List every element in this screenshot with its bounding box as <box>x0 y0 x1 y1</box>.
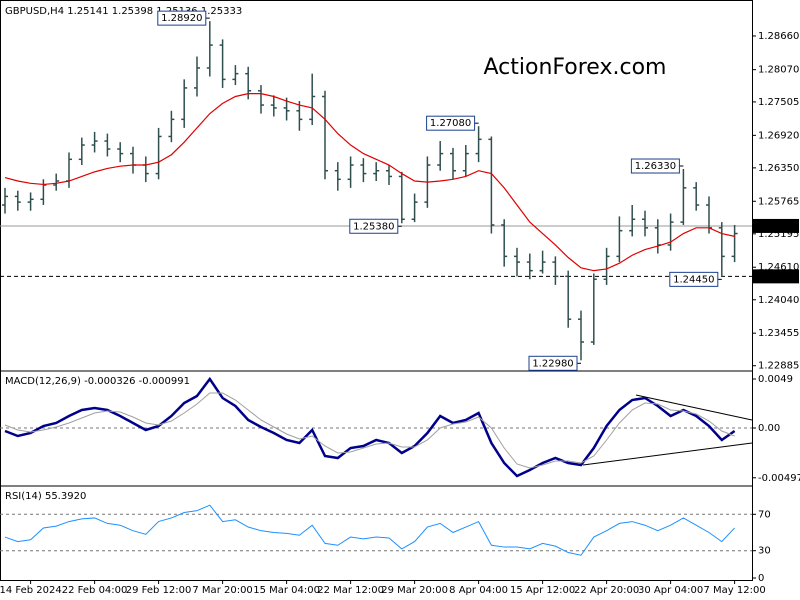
x-tick-label: 29 Mar 20:00 <box>381 585 448 596</box>
series-line <box>4 392 735 469</box>
series-line <box>4 504 735 556</box>
annotation-box <box>349 218 399 234</box>
series-line <box>4 376 736 478</box>
annotation-label: 1.22980 <box>532 358 573 369</box>
price-label-box <box>753 269 799 284</box>
trend-line <box>582 442 753 466</box>
frame <box>0 0 753 581</box>
y-tick-label: 70 <box>758 509 771 520</box>
y-tick-label: 1.26350 <box>758 163 799 174</box>
annotation-label: 1.26330 <box>635 161 676 172</box>
annotation-label: 1.28920 <box>161 13 202 24</box>
x-tick-label: 15 Apr 12:00 <box>510 585 575 596</box>
price-label: 1.24450 <box>756 271 797 282</box>
y-tick-label: 1.28070 <box>758 65 799 76</box>
annotation-box <box>157 10 207 26</box>
annotation-box <box>426 115 476 131</box>
x-tick-label: 30 Apr 04:00 <box>638 585 703 596</box>
trend-line <box>635 394 753 421</box>
x-tick-label: 14 Feb 2024 <box>0 585 62 596</box>
watermark: ActionForex.com <box>484 55 667 80</box>
y-tick-label: 1.25765 <box>758 196 799 207</box>
annotation-label: 1.27080 <box>430 118 471 129</box>
y-tick-label: 1.23455 <box>758 328 799 339</box>
panel-title: RSI(14) 55.3920 <box>5 491 86 502</box>
y-tick-label: 1.24610 <box>758 262 799 273</box>
y-tick-label: 1.25195 <box>758 229 799 240</box>
y-tick-label: 1.28660 <box>758 31 799 42</box>
x-tick-label: 22 Feb 04:00 <box>62 585 128 596</box>
annotation-label: 1.25380 <box>353 221 394 232</box>
annotation-label: 1.24450 <box>673 274 714 285</box>
y-tick-label: 0 <box>758 573 764 584</box>
x-tick-label: 7 Mar 20:00 <box>192 585 252 596</box>
y-tick-label: 0.0049 <box>758 374 793 385</box>
y-tick-label: 1.22885 <box>758 361 799 372</box>
x-tick-label: 22 Apr 20:00 <box>574 585 639 596</box>
annotation-box <box>669 271 719 287</box>
y-tick-label: 30 <box>758 546 771 557</box>
x-tick-label: 8 Apr 04:00 <box>449 585 508 596</box>
y-tick-label: 1.27505 <box>758 97 799 108</box>
series-line <box>4 93 735 272</box>
x-tick-label: 29 Feb 12:00 <box>126 585 192 596</box>
annotation-box <box>528 355 578 371</box>
annotation-box <box>630 158 680 174</box>
y-tick-label: 1.26920 <box>758 130 799 141</box>
y-tick-label: 0.00 <box>758 423 780 434</box>
price-label-box <box>753 218 799 233</box>
price-label: 1.25333 <box>756 221 797 232</box>
x-tick-label: 15 Mar 04:00 <box>253 585 320 596</box>
x-tick-label: 7 May 12:00 <box>703 585 765 596</box>
panel-title: GBPUSD,H4 1.25141 1.25398 1.25136 1.2533… <box>5 6 242 17</box>
x-tick-label: 22 Mar 12:00 <box>317 585 384 596</box>
y-tick-label: 1.24040 <box>758 295 799 306</box>
panel-title: MACD(12,26,9) -0.000326 -0.000991 <box>5 376 190 387</box>
y-tick-label: -0.004978 <box>758 473 800 484</box>
